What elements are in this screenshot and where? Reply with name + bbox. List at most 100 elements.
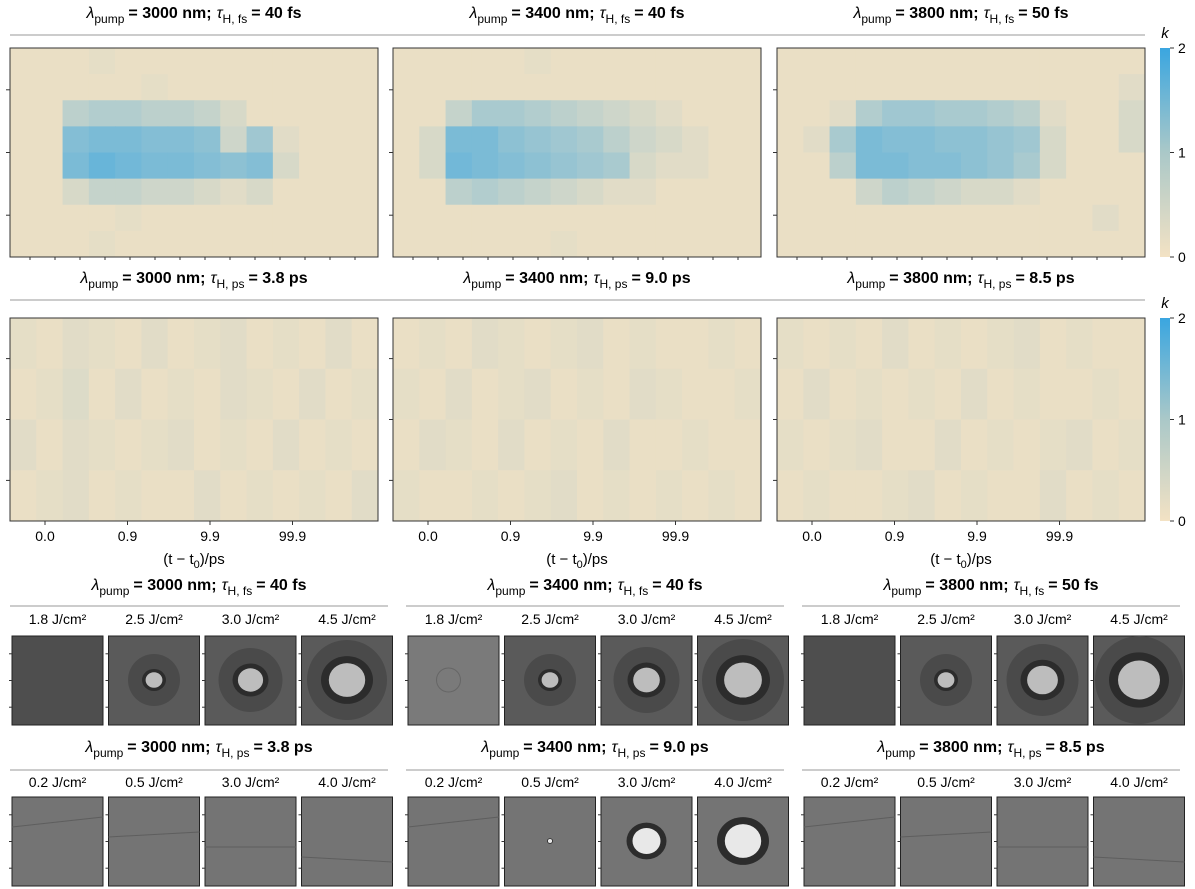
heat-cell (194, 48, 221, 75)
x-tick-label: 0.9 (501, 528, 521, 544)
heat-cell (351, 230, 379, 258)
heat-cell (141, 74, 169, 101)
heat-cell (734, 204, 762, 232)
heat-cell (272, 318, 300, 370)
heat-cell (603, 100, 631, 127)
heat-cell (1013, 368, 1041, 420)
heat-cell (220, 152, 248, 180)
heat-cell (734, 74, 762, 101)
heat-cell (10, 178, 37, 206)
heat-cell (194, 100, 221, 127)
panel-title: λpump = 3400 nm; τH, fs = 40 fs (487, 577, 703, 598)
heat-cell (803, 126, 831, 153)
heat-cell (803, 48, 831, 75)
heat-cell (194, 204, 221, 232)
tau-subscript: H, fs (1020, 584, 1045, 598)
heat-cell (1039, 318, 1067, 370)
lambda-symbol: λ (469, 5, 478, 22)
heat-cell (629, 470, 657, 522)
heat-cell (908, 74, 936, 101)
fluence-label: 3.0 J/cm² (618, 774, 676, 790)
heat-cell (1039, 204, 1067, 232)
heat-cell (682, 74, 709, 101)
x-label-sub: 0 (961, 559, 967, 571)
lambda-symbol: λ (91, 577, 100, 594)
heat-cell (325, 178, 353, 206)
heat-cell (351, 74, 379, 101)
heat-cell (1039, 100, 1067, 127)
lambda-symbol: λ (462, 270, 471, 287)
heat-cell (471, 204, 499, 232)
heat-cell (220, 74, 248, 101)
heat-cell (393, 230, 420, 258)
heat-cell (908, 368, 936, 420)
x-tick-label: 99.9 (1046, 528, 1073, 544)
heat-cell (141, 318, 169, 370)
heat-cell (524, 48, 552, 75)
heat-cell (829, 74, 857, 101)
heat-cell (934, 470, 962, 522)
crater-core (937, 672, 955, 688)
heat-cell (1066, 74, 1093, 101)
heat-cell (299, 178, 326, 206)
lambda-subscript: pump (861, 12, 891, 26)
heat-cell (708, 126, 736, 153)
heat-cell (934, 100, 962, 127)
heat-cell (777, 368, 804, 420)
heat-cell (550, 204, 578, 232)
fluence-label: 3.0 J/cm² (618, 611, 676, 627)
heat-cell (708, 419, 736, 471)
heat-cell (115, 152, 142, 180)
heat-cell (1092, 178, 1120, 206)
tau-symbol: τ (611, 739, 618, 756)
heat-cell (1092, 318, 1120, 370)
heat-cell (961, 152, 988, 180)
lambda-symbol: λ (487, 577, 496, 594)
x-label-pre: (t − t (930, 551, 961, 568)
lambda-value: = 3400 nm; (505, 270, 588, 287)
heat-cell (471, 230, 499, 258)
heat-cell (194, 368, 221, 420)
heat-cell (882, 318, 909, 370)
scratch (11, 816, 104, 828)
colorbar (1160, 318, 1170, 521)
tau-subscript: H, fs (606, 12, 631, 26)
fluence-label: 0.2 J/cm² (29, 774, 87, 790)
fluence-label: 3.0 J/cm² (222, 611, 280, 627)
heat-cell (1039, 178, 1067, 206)
heat-cell (524, 152, 552, 180)
heat-cell (62, 419, 90, 471)
x-tick-label: 9.9 (583, 528, 603, 544)
heat-cell (855, 74, 883, 101)
heat-cell (325, 152, 353, 180)
heat-cell (62, 204, 90, 232)
heat-cell (220, 126, 248, 153)
heat-cell (498, 470, 525, 522)
heat-cell (961, 48, 988, 75)
x-tick-label: 9.9 (200, 528, 220, 544)
heat-cell (934, 318, 962, 370)
fluence-label: 0.2 J/cm² (425, 774, 483, 790)
x-tick-label: 0.0 (802, 528, 822, 544)
heat-cell (220, 318, 248, 370)
heat-cell (1013, 419, 1041, 471)
heat-cell (351, 318, 379, 370)
lambda-symbol: λ (79, 270, 88, 287)
heat-cell (550, 470, 578, 522)
heat-cell (272, 100, 300, 127)
crater-core (547, 839, 553, 843)
lambda-subscript: pump (94, 12, 124, 26)
heat-cell (167, 74, 195, 101)
heat-cell (419, 48, 447, 75)
heat-cell (88, 74, 116, 101)
heat-cell (577, 230, 604, 258)
heat-cell (934, 152, 962, 180)
tau-value: = 40 fs (634, 5, 684, 22)
heat-cell (524, 419, 552, 471)
heat-cell (1013, 318, 1041, 370)
heat-cell (987, 204, 1015, 232)
heat-cell (777, 204, 804, 232)
heat-cell (88, 368, 116, 420)
heat-cell (141, 126, 169, 153)
heat-cell (36, 126, 64, 153)
